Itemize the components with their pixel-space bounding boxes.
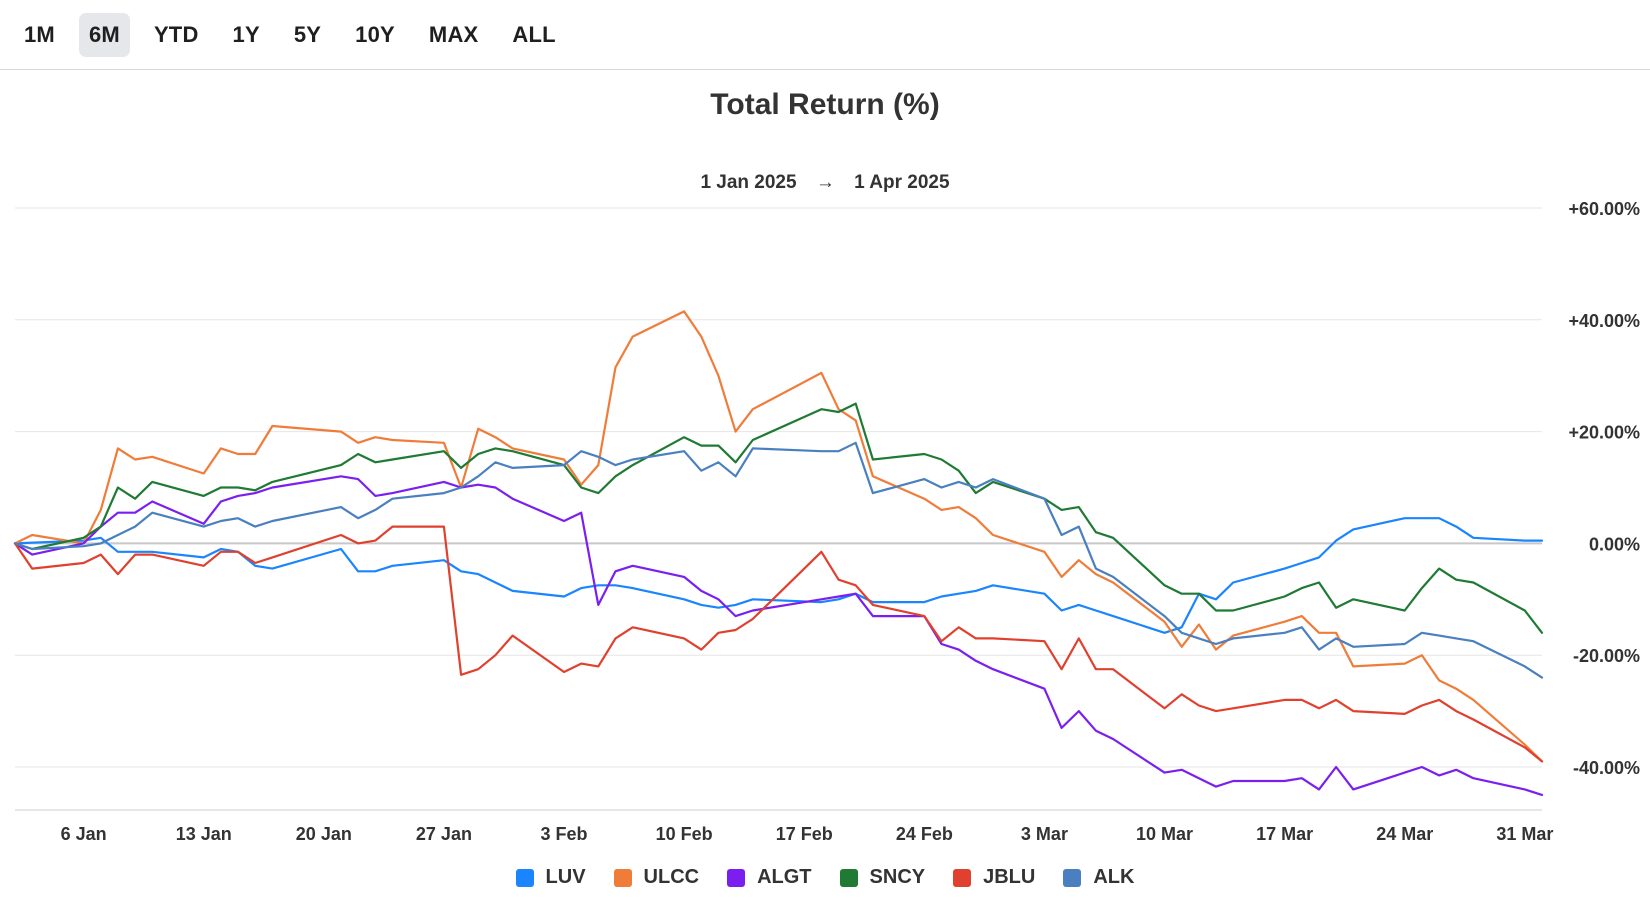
range-button-1m[interactable]: 1M xyxy=(24,21,55,47)
y-tick-label: -20.00% xyxy=(1573,646,1640,666)
series-line-jblu xyxy=(13,525,1544,763)
range-button-5y[interactable]: 5Y xyxy=(293,21,322,47)
x-tick-label: 3 Feb xyxy=(541,824,588,844)
y-tick-label: +20.00% xyxy=(1568,423,1640,443)
y-tick-label: 0.00% xyxy=(1589,534,1640,554)
legend-label: ALK xyxy=(1093,866,1135,888)
range-button-1y[interactable]: 1Y xyxy=(232,21,260,47)
arrow-right-icon: → xyxy=(815,172,835,193)
y-tick-label: -40.00% xyxy=(1573,758,1640,778)
x-tick-label: 20 Jan xyxy=(296,824,352,844)
legend-swatch xyxy=(1063,868,1082,887)
legend-item-jblu[interactable]: JBLU xyxy=(953,866,1035,889)
range-button-max[interactable]: MAX xyxy=(428,21,479,47)
x-tick-label: 27 Jan xyxy=(416,824,472,844)
x-tick-label: 10 Mar xyxy=(1136,824,1193,844)
series-line-luv xyxy=(13,517,1544,634)
y-tick-label: +40.00% xyxy=(1568,311,1640,331)
legend-label: SNCY xyxy=(869,866,926,888)
range-button-all[interactable]: ALL xyxy=(512,21,556,47)
legend-item-luv[interactable]: LUV xyxy=(515,866,586,889)
legend-item-sncy[interactable]: SNCY xyxy=(839,866,926,889)
series-line-alk xyxy=(13,441,1544,679)
x-tick-label: 6 Jan xyxy=(61,824,107,844)
legend-item-alk[interactable]: ALK xyxy=(1063,866,1134,889)
legend-item-ulcc[interactable]: ULCC xyxy=(613,866,700,889)
date-range: 1 Jan 2025 → 1 Apr 2025 xyxy=(0,172,1650,194)
range-button-ytd[interactable]: YTD xyxy=(153,21,199,47)
legend-label: JBLU xyxy=(983,866,1036,888)
range-button-6m[interactable]: 6M xyxy=(78,12,130,57)
date-range-end[interactable]: 1 Apr 2025 xyxy=(854,172,950,193)
series-line-ulcc xyxy=(13,310,1544,763)
legend-swatch xyxy=(727,868,746,887)
chart-title: Total Return (%) xyxy=(710,88,940,121)
legend-label: LUV xyxy=(545,866,586,888)
x-tick-label: 13 Jan xyxy=(176,824,232,844)
chart-legend: LUV ULCC ALGT SNCY JBLU ALK xyxy=(0,866,1650,889)
legend-swatch xyxy=(839,868,858,887)
range-selector-bar: 1M 6M YTD 1Y 5Y 10Y MAX ALL xyxy=(0,0,1650,70)
legend-item-algt[interactable]: ALGT xyxy=(727,866,812,889)
x-tick-label: 3 Mar xyxy=(1021,824,1068,844)
range-button-10y[interactable]: 10Y xyxy=(355,21,395,47)
legend-swatch xyxy=(953,868,972,887)
x-tick-label: 17 Mar xyxy=(1256,824,1313,844)
legend-label: ALGT xyxy=(757,866,812,888)
y-tick-label: +60.00% xyxy=(1568,199,1640,219)
x-tick-label: 17 Feb xyxy=(776,824,833,844)
series-line-sncy xyxy=(13,402,1544,634)
legend-swatch xyxy=(613,868,632,887)
series-line-algt xyxy=(13,475,1544,797)
date-range-start[interactable]: 1 Jan 2025 xyxy=(700,172,797,193)
x-tick-label: 24 Feb xyxy=(896,824,953,844)
x-tick-label: 31 Mar xyxy=(1496,824,1553,844)
x-tick-label: 10 Feb xyxy=(656,824,713,844)
legend-swatch xyxy=(515,868,534,887)
legend-label: ULCC xyxy=(643,866,700,888)
x-tick-label: 24 Mar xyxy=(1376,824,1433,844)
